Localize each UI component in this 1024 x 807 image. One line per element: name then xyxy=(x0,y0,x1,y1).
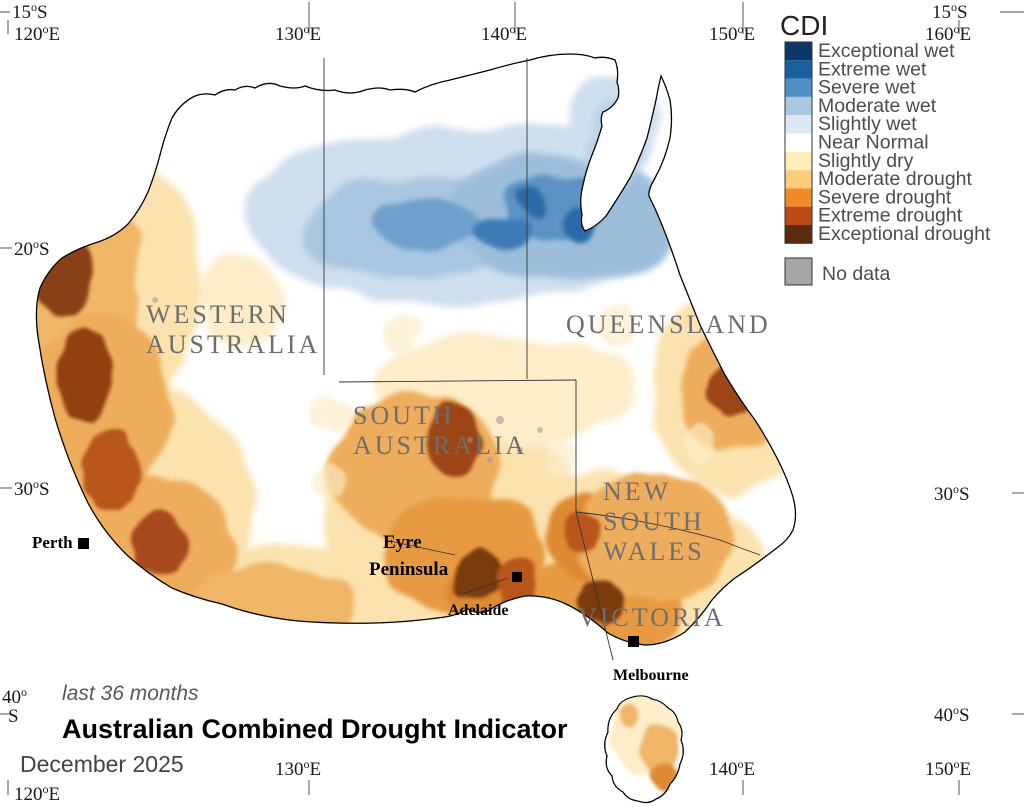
svg-text:30oS: 30oS xyxy=(14,477,50,500)
svg-text:150oE: 150oE xyxy=(925,757,971,780)
svg-text:30oS: 30oS xyxy=(934,482,970,505)
svg-text:Perth: Perth xyxy=(32,533,73,552)
svg-text:120oE: 120oE xyxy=(14,22,60,45)
svg-text:AUSTRALIA: AUSTRALIA xyxy=(146,330,320,359)
svg-text:VICTORIA: VICTORIA xyxy=(578,603,726,632)
svg-text:December 2025: December 2025 xyxy=(20,751,184,777)
svg-text:140oE: 140oE xyxy=(709,757,755,780)
svg-text:SOUTH: SOUTH xyxy=(353,401,455,430)
svg-text:Exceptional drought: Exceptional drought xyxy=(818,223,991,245)
svg-text:140oE: 140oE xyxy=(481,22,527,45)
svg-text:last 36 months: last 36 months xyxy=(62,682,199,705)
svg-text:15oS: 15oS xyxy=(932,0,968,23)
svg-text:40oS: 40oS xyxy=(934,703,970,726)
svg-text:Australian Combined Drought In: Australian Combined Drought Indicator xyxy=(62,714,568,744)
svg-text:Adelaide: Adelaide xyxy=(448,602,508,619)
svg-text:Melbourne: Melbourne xyxy=(613,667,689,684)
svg-text:No data: No data xyxy=(822,263,890,285)
svg-text:15oS: 15oS xyxy=(12,0,48,23)
svg-text:130oE: 130oE xyxy=(275,757,321,780)
svg-text:120oE: 120oE xyxy=(14,782,60,805)
svg-text:Eyre: Eyre xyxy=(383,532,422,553)
svg-text:20oS: 20oS xyxy=(14,237,50,260)
svg-text:WESTERN: WESTERN xyxy=(146,300,290,329)
svg-text:QUEENSLAND: QUEENSLAND xyxy=(566,310,771,339)
svg-text:130oE: 130oE xyxy=(275,22,321,45)
svg-text:CDI: CDI xyxy=(780,10,828,41)
svg-text:S: S xyxy=(8,706,19,727)
svg-text:WALES: WALES xyxy=(603,537,705,566)
svg-text:40o: 40o xyxy=(2,685,27,708)
svg-text:AUSTRALIA: AUSTRALIA xyxy=(353,431,527,460)
svg-text:150oE: 150oE xyxy=(709,22,755,45)
svg-text:NEW: NEW xyxy=(603,477,671,506)
svg-text:Peninsula: Peninsula xyxy=(369,559,449,580)
svg-text:SOUTH: SOUTH xyxy=(603,507,705,536)
